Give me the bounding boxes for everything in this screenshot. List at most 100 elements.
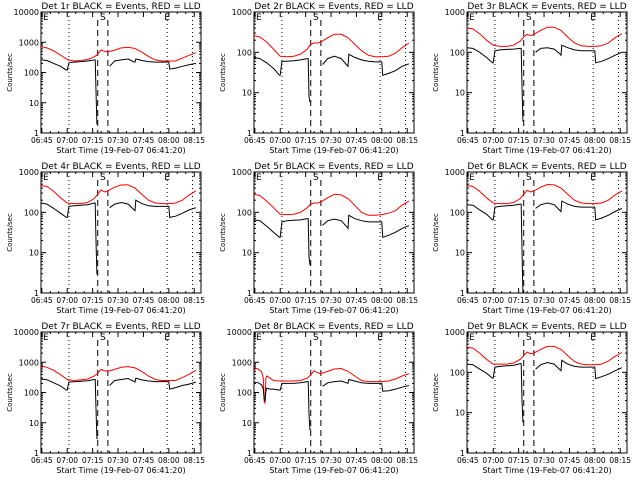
x-tick-label: 06:45	[457, 136, 479, 145]
y-tick-label: 10000	[14, 328, 39, 337]
x-tick-label: 06:45	[457, 456, 479, 465]
y-tick-label: 1	[247, 289, 252, 298]
y-tick-label: 10	[455, 249, 465, 258]
x-tick-label: 07:15	[295, 136, 317, 145]
panel-title: Det 3r BLACK = Events, RED = LLD	[467, 2, 626, 12]
panel-title: Det 5r BLACK = Events, RED = LLD	[254, 162, 413, 172]
marker-label: E	[43, 173, 49, 183]
marker-label: E	[469, 173, 475, 183]
panel-title: Det 6r BLACK = Events, RED = LLD	[467, 162, 626, 172]
x-axis-label: Start Time (19-Feb-07 06:41:20)	[56, 146, 185, 155]
series-line-events	[466, 359, 623, 423]
panel-title: Det 1r BLACK = Events, RED = LLD	[41, 2, 200, 12]
y-axis-label: Counts/sec	[6, 213, 14, 252]
x-tick-label: 06:45	[244, 456, 266, 465]
x-tick-label: 08:15	[609, 136, 631, 145]
marker-label: E	[43, 13, 49, 23]
x-tick-label: 08:00	[158, 136, 180, 145]
y-tick-label: 1	[460, 449, 465, 458]
series-line-events	[253, 378, 410, 430]
marker-label: E	[164, 333, 170, 343]
marker-label: E	[590, 333, 596, 343]
plot-frame	[466, 331, 628, 454]
marker-label: E	[590, 173, 596, 183]
y-tick-label: 10	[242, 249, 252, 258]
y-tick-label: 100	[450, 208, 465, 217]
y-axis-label: Counts/sec	[432, 53, 440, 92]
y-tick-label: 1000	[445, 168, 465, 177]
series-line-lld	[466, 345, 623, 366]
marker-label: S	[313, 333, 319, 343]
marker-label: S	[100, 173, 106, 183]
x-tick-label: 07:00	[269, 296, 291, 305]
marker-label: E	[469, 13, 475, 23]
y-axis-label: Counts/sec	[432, 373, 440, 412]
y-axis-label: Counts/sec	[219, 213, 227, 252]
y-tick-label: 1	[460, 129, 465, 138]
series-line-lld	[40, 46, 197, 62]
x-tick-label: 06:45	[457, 296, 479, 305]
x-tick-label: 08:15	[183, 296, 205, 305]
plot-frame	[40, 331, 202, 454]
y-tick-label: 1	[247, 449, 252, 458]
x-tick-label: 08:15	[183, 456, 205, 465]
marker-label: S	[526, 173, 532, 183]
x-axis-label: Start Time (19-Feb-07 06:41:20)	[56, 466, 185, 475]
marker-label: S	[526, 13, 532, 23]
x-tick-label: 08:00	[371, 136, 393, 145]
y-tick-label: 1	[460, 289, 465, 298]
x-tick-label: 07:30	[533, 136, 555, 145]
plot-frame	[40, 171, 202, 294]
marker-label: S	[313, 173, 319, 183]
series-line-events	[40, 199, 197, 275]
x-tick-label: 08:00	[158, 296, 180, 305]
y-tick-label: 100	[24, 69, 39, 78]
x-tick-label: 07:30	[107, 296, 129, 305]
x-tick-label: 06:45	[31, 456, 53, 465]
series-line-events	[253, 53, 410, 103]
panel-title: Det 8r BLACK = Events, RED = LLD	[254, 322, 413, 332]
marker-label: E	[164, 13, 170, 23]
x-tick-label: 07:15	[82, 296, 104, 305]
marker-label: S	[100, 333, 106, 343]
y-tick-label: 1	[34, 129, 39, 138]
series-line-lld	[466, 26, 623, 47]
x-tick-label: 07:30	[320, 296, 342, 305]
series-line-lld	[253, 193, 410, 216]
y-tick-label: 100	[237, 389, 252, 398]
x-tick-label: 08:15	[396, 136, 418, 145]
y-tick-label: 10	[242, 89, 252, 98]
y-tick-label: 1	[34, 289, 39, 298]
y-axis-label: Counts/sec	[432, 213, 440, 252]
series-line-lld	[40, 184, 197, 205]
x-tick-label: 07:45	[559, 296, 581, 305]
x-tick-label: 06:45	[244, 136, 266, 145]
y-tick-label: 1	[247, 129, 252, 138]
x-tick-label: 08:00	[371, 456, 393, 465]
x-tick-label: 07:15	[508, 456, 530, 465]
x-tick-label: 07:00	[269, 136, 291, 145]
x-tick-label: 07:00	[482, 456, 504, 465]
y-tick-label: 10000	[227, 328, 252, 337]
marker-label: E	[590, 13, 596, 23]
x-tick-label: 07:15	[508, 136, 530, 145]
x-tick-label: 07:15	[82, 456, 104, 465]
y-tick-label: 1000	[232, 8, 252, 17]
x-tick-label: 07:45	[133, 456, 155, 465]
x-tick-label: 07:15	[295, 456, 317, 465]
x-tick-label: 07:15	[295, 296, 317, 305]
x-tick-label: 07:30	[320, 136, 342, 145]
y-tick-label: 10	[455, 409, 465, 418]
series-line-lld	[466, 183, 623, 205]
y-tick-label: 1000	[445, 8, 465, 17]
y-tick-label: 100	[237, 208, 252, 217]
y-tick-label: 10	[242, 419, 252, 428]
